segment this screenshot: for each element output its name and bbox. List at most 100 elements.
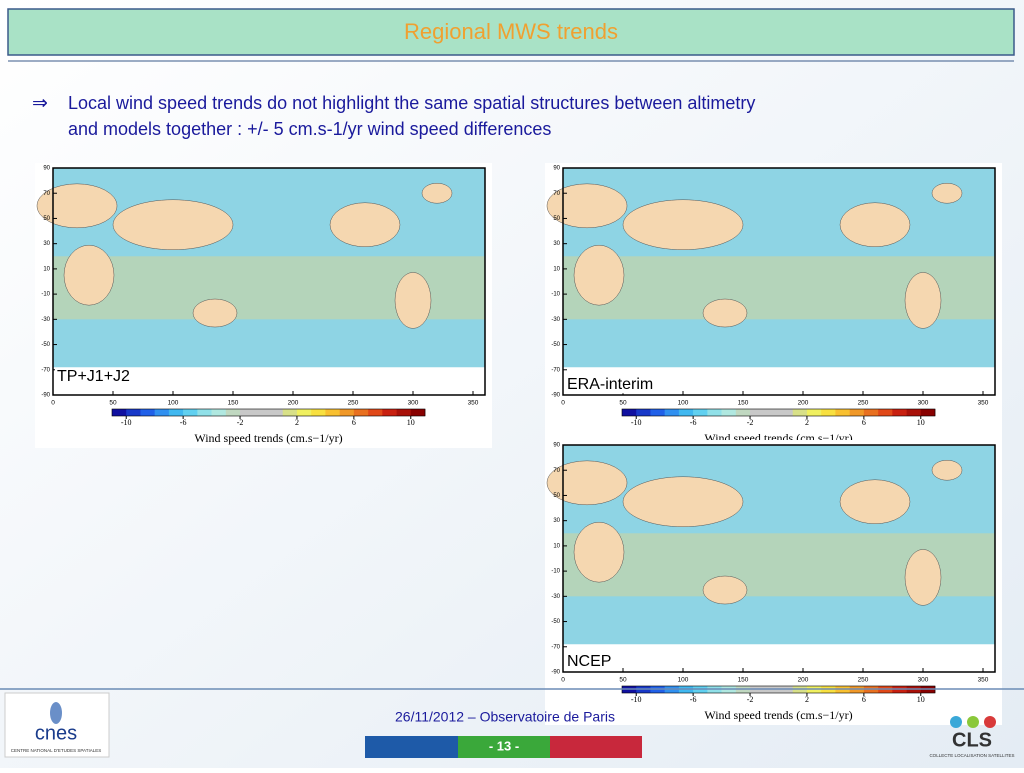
y-tick-label: 70 [553,191,560,197]
x-tick-label: 300 [918,677,929,684]
y-tick-label: 50 [43,216,50,222]
y-tick-label: 50 [553,493,560,499]
colorbar-frame [621,408,936,417]
colorbar-label: Wind speed trends (cm.s−1/yr) [704,708,852,722]
title: Regional MWS trends [404,19,618,44]
y-tick-label: -90 [41,393,50,399]
land [931,459,963,481]
colorbar-label: Wind speed trends (cm.s−1/yr) [194,431,342,445]
x-tick-label: 350 [468,400,479,407]
colorbar-cell [339,409,355,416]
colorbar-cell [311,409,326,416]
x-tick-label: 150 [738,400,749,407]
colorbar-cell [707,409,722,416]
bullet-symbol: ⇒ [32,93,48,114]
colorbar-cell [396,409,412,416]
x-tick-label: 0 [561,677,565,684]
land [839,202,911,247]
colorbar-tick-label: -10 [631,695,642,704]
y-tick-label: -90 [551,393,560,399]
left-logo-caption: CENTRE NATIONAL D'ETUDES SPATIALES [11,748,101,753]
colorbar-tick-label: 2 [295,418,299,427]
x-tick-label: 0 [51,400,55,407]
y-tick-label: 30 [43,241,50,247]
right-logo-caption: COLLECTE LOCALISATION SATELLITES [929,753,1014,758]
colorbar-cell [211,409,227,416]
colorbar-cell [878,409,893,416]
x-tick-label: 200 [798,400,809,407]
colorbar-tick-label: 10 [917,695,925,704]
colorbar-tick-label: 2 [805,418,809,427]
map-frame [562,167,996,396]
colorbar-cell [622,409,637,416]
panel-label: ERA-interim [567,376,653,393]
y-tick-label: -90 [551,670,560,676]
y-tick-label: -10 [41,292,50,298]
header-bar [7,8,1015,56]
map-frame [52,167,486,396]
colorbar-cell [721,409,737,416]
colorbar-cell [835,409,850,416]
land [394,272,432,329]
logo-icon [50,702,62,724]
y-tick-label: -10 [551,569,560,575]
colorbar-tick-label: 10 [407,418,415,427]
colorbar-cell [368,409,383,416]
colorbar-tick-label: -2 [747,695,754,704]
colorbar-tick-label: 2 [805,695,809,704]
colorbar-tick-label: -10 [631,418,642,427]
colorbar-cell [296,409,312,416]
footer-bar-red [550,736,642,758]
colorbar-cell [382,409,397,416]
colorbar-cell [140,409,155,416]
colorbar-cell [282,409,298,416]
land [573,244,625,306]
land [702,298,748,328]
x-tick-label: 100 [678,677,689,684]
y-tick-label: -30 [551,317,560,323]
colorbar-cell [325,409,340,416]
panel-label: NCEP [567,653,611,670]
panel-label-bg [55,368,133,386]
y-tick-label: 90 [43,166,50,172]
x-tick-label: 50 [619,677,627,684]
land [36,183,118,229]
y-tick-label: -50 [551,342,560,348]
y-tick-label: -30 [41,317,50,323]
y-tick-label: 70 [43,191,50,197]
colorbar-cell [664,409,680,416]
colorbar-cell [112,409,127,416]
land [112,199,234,250]
colorbar-cell [764,409,779,416]
y-tick-label: 50 [553,216,560,222]
y-tick-label: 10 [553,543,560,549]
land [904,272,942,329]
x-tick-label: 250 [348,400,359,407]
colorbar-tick-label: -6 [690,695,697,704]
right-logo: CLS [952,729,992,751]
land [702,575,748,605]
colorbar-tick-label: -2 [237,418,244,427]
map-panel: 90 70 50 30 10 -10 -30 -50 -70 -900 50 100 150 200 250… [35,163,492,448]
colorbar-cell [750,409,765,416]
colorbar-cell [678,409,694,416]
land [421,182,453,204]
colorbar-cell [225,409,241,416]
panel-label-bg [565,376,656,394]
colorbar-cell [821,409,836,416]
y-tick-label: -50 [551,619,560,625]
colorbar-tick-label: -10 [121,418,132,427]
land [931,182,963,204]
y-tick-label: 90 [553,443,560,449]
colorbar-cell [154,409,170,416]
colorbar-tick-label: 6 [352,418,356,427]
colorbar-cell [849,409,865,416]
y-tick-label: 70 [553,468,560,474]
map-frame [562,444,996,673]
y-tick-label: 90 [553,166,560,172]
colorbar-cell [806,409,822,416]
colorbar-cell [650,409,665,416]
